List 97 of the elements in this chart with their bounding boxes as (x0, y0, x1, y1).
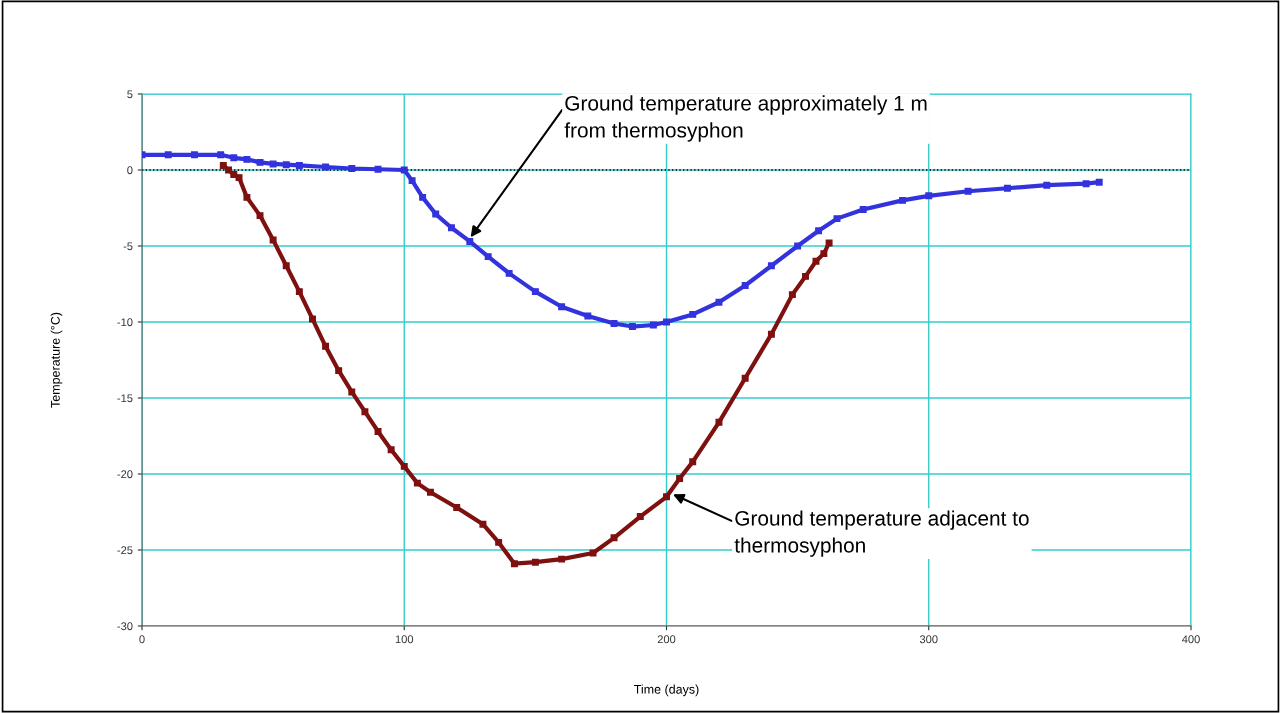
point (505, 269, 513, 277)
y-tick-label: -30 (117, 622, 133, 631)
point (190, 151, 198, 159)
y-tick-label: -10 (117, 318, 133, 327)
point (269, 236, 277, 244)
point (610, 534, 618, 542)
point (400, 462, 408, 470)
point (219, 161, 227, 169)
point (794, 242, 802, 250)
point (610, 320, 618, 327)
point (243, 193, 251, 201)
point (1095, 178, 1103, 186)
point (295, 288, 303, 296)
point (282, 262, 290, 270)
point (558, 303, 566, 311)
point (230, 171, 238, 179)
point (741, 374, 749, 382)
y-tick-label: -25 (117, 546, 133, 555)
point (230, 154, 238, 162)
y-tick-label: 5 (127, 90, 133, 99)
point (387, 446, 395, 454)
point (282, 161, 290, 169)
y-tick-label: -5 (123, 242, 133, 251)
x-tick-label: 100 (395, 635, 414, 644)
point (964, 187, 972, 195)
point (413, 479, 421, 487)
point (408, 177, 416, 185)
point (322, 163, 330, 171)
point (484, 253, 492, 261)
x-tick-label: 400 (1181, 635, 1200, 644)
point (676, 475, 684, 483)
point (925, 192, 933, 200)
point (256, 158, 264, 166)
point (308, 315, 316, 323)
point (374, 427, 382, 435)
point (427, 488, 434, 496)
point (295, 161, 303, 169)
point (164, 151, 172, 159)
point (628, 323, 636, 331)
point (788, 291, 796, 299)
point (767, 330, 775, 338)
point (466, 237, 474, 245)
point (531, 558, 539, 566)
point (432, 210, 440, 218)
point (217, 151, 225, 159)
point (767, 262, 775, 270)
point (589, 549, 597, 557)
point (235, 174, 243, 182)
point (1043, 181, 1051, 189)
point (1003, 184, 1011, 192)
point (689, 310, 697, 318)
point (1082, 180, 1090, 188)
point (584, 312, 592, 320)
point (495, 538, 503, 546)
y-tick-label: -20 (117, 470, 133, 479)
point (243, 155, 251, 163)
point (374, 165, 382, 173)
point (833, 215, 841, 223)
annotation: Ground temperature adjacent to thermosyphon (734, 510, 1029, 557)
point (649, 321, 657, 329)
point (663, 318, 670, 326)
point (348, 388, 356, 396)
point (663, 493, 670, 501)
x-tick-label: 300 (919, 635, 938, 644)
point (479, 520, 487, 528)
point (400, 166, 408, 174)
point (256, 212, 264, 220)
y-tick-label: 0 (127, 166, 133, 175)
point (335, 367, 343, 375)
point (715, 298, 723, 306)
annotation: Ground temperature approximately 1 m from thermosyphon (564, 95, 927, 142)
y-tick-label: -15 (117, 394, 133, 403)
point (419, 193, 427, 201)
point (802, 272, 809, 280)
point (558, 555, 566, 563)
x-tick-label: 200 (657, 635, 676, 644)
point (361, 408, 369, 416)
point (447, 224, 455, 232)
point (689, 458, 697, 466)
point (510, 560, 518, 568)
point (741, 282, 749, 289)
point (715, 418, 723, 426)
point (899, 196, 906, 204)
y-axis-title: Temperature (°C) (50, 312, 63, 408)
point (815, 227, 823, 235)
point (636, 513, 644, 521)
point (820, 250, 828, 258)
point (269, 160, 277, 168)
point (348, 165, 356, 172)
point (531, 288, 539, 296)
point (812, 257, 820, 265)
point (322, 342, 330, 350)
x-axis-title: Time (days) (634, 684, 699, 697)
point (859, 206, 867, 213)
x-tick-label: 0 (139, 635, 145, 644)
point (453, 503, 461, 511)
point (825, 239, 833, 247)
